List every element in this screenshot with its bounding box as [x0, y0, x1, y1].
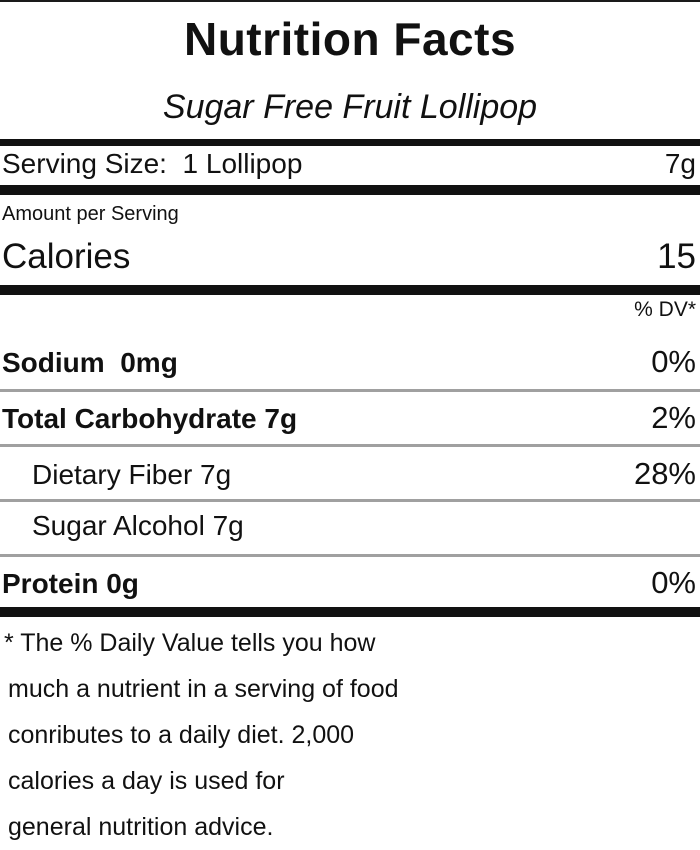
- divider: [0, 185, 700, 195]
- nutrient-dv: 0%: [651, 565, 696, 600]
- nutrient-row-protein: Protein 0g 0%: [0, 565, 696, 601]
- dv-header-row: % DV*: [0, 298, 696, 322]
- nutrient-row-dietary-fiber: Dietary Fiber 7g 28%: [0, 456, 696, 492]
- nutrient-name: Sugar Alcohol 7g: [32, 510, 244, 541]
- footnote-line: general nutrition advice.: [8, 813, 274, 841]
- divider: [0, 607, 700, 617]
- divider: [0, 499, 700, 502]
- amount-per-serving: Amount per Serving: [2, 203, 179, 225]
- footnote-line: conributes to a daily diet. 2,000: [8, 721, 355, 749]
- calories-value: 15: [657, 237, 696, 276]
- divider: [0, 139, 700, 146]
- dv-header: % DV*: [634, 298, 696, 321]
- nutrient-row-total-carbohydrate: Total Carbohydrate 7g 2%: [0, 400, 696, 436]
- daily-value-footnote: * The % Daily Value tells you how much a…: [4, 620, 464, 850]
- nutrient-name: Protein 0g: [2, 568, 139, 599]
- footnote-line: * The % Daily Value tells you how: [4, 629, 376, 657]
- calories-row: Calories 15: [0, 237, 696, 277]
- divider: [0, 389, 700, 392]
- footnote-line: calories a day is used for: [8, 767, 285, 795]
- serving-size-row: Serving Size: 1 Lollipop 7g: [0, 148, 696, 180]
- footnote-line: much a nutrient in a serving of food: [8, 675, 399, 703]
- nutrient-name: Dietary Fiber 7g: [32, 459, 232, 490]
- nutrient-dv: 28%: [633, 456, 696, 491]
- divider: [0, 285, 700, 295]
- serving-size-label: Serving Size: 1 Lollipop: [2, 148, 303, 179]
- nutrient-dv: 2%: [651, 400, 696, 435]
- nutrient-row-sugar-alcohol: Sugar Alcohol 7g: [0, 510, 696, 542]
- nutrient-row-sodium: Sodium 0mg 0%: [0, 344, 696, 380]
- nutrient-name: Sodium 0mg: [2, 347, 178, 378]
- divider: [0, 554, 700, 557]
- serving-weight: 7g: [664, 148, 696, 179]
- nutrient-name: Total Carbohydrate 7g: [2, 403, 298, 434]
- label-title: Nutrition Facts: [183, 13, 517, 65]
- calories-label: Calories: [2, 237, 131, 276]
- product-name: Sugar Free Fruit Lollipop: [162, 88, 538, 126]
- divider: [0, 444, 700, 447]
- nutrient-dv: 0%: [651, 344, 696, 379]
